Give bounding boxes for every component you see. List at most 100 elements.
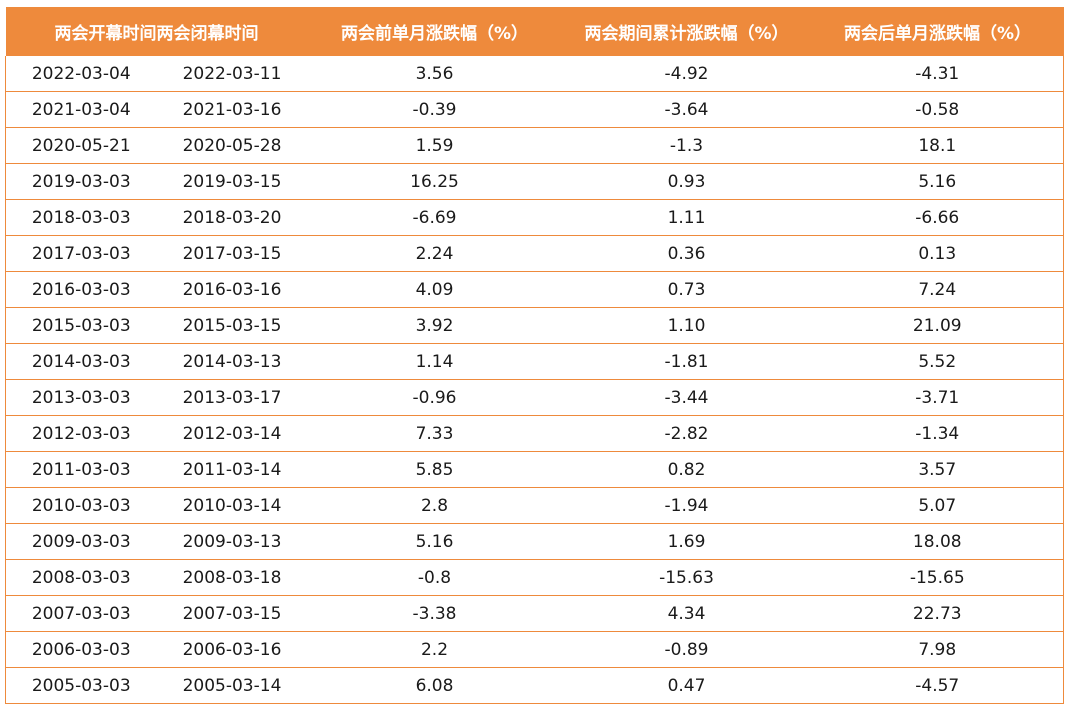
cell-post-month-change: 5.07 bbox=[811, 487, 1064, 524]
cell-post-month-change: -6.66 bbox=[811, 199, 1064, 236]
cell-during-cumulative-change: 0.47 bbox=[561, 667, 812, 704]
cell-during-cumulative-change: -4.92 bbox=[561, 56, 812, 92]
cell-during-cumulative-change: -15.63 bbox=[561, 559, 812, 596]
cell-post-month-change: 7.24 bbox=[811, 271, 1064, 308]
table-row: 2012-03-03 2012-03-14 7.33 -2.82 -1.34 bbox=[5, 415, 1064, 452]
cell-pre-month-change: 5.85 bbox=[307, 451, 562, 488]
header-close-date: 两会闭幕时间 bbox=[156, 7, 308, 56]
table-row: 2022-03-04 2022-03-11 3.56 -4.92 -4.31 bbox=[5, 56, 1064, 92]
cell-post-month-change: 3.57 bbox=[811, 451, 1064, 488]
header-row: 两会开幕时间 两会闭幕时间 两会前单月涨跌幅（%） 两会期间累计涨跌幅（%） 两… bbox=[5, 7, 1064, 56]
cell-during-cumulative-change: -3.64 bbox=[561, 91, 812, 128]
cell-open-date: 2006-03-03 bbox=[5, 631, 157, 668]
cell-close-date: 2012-03-14 bbox=[156, 415, 308, 452]
cell-pre-month-change: 4.09 bbox=[307, 271, 562, 308]
cell-post-month-change: -4.31 bbox=[811, 56, 1064, 92]
table-body: 2022-03-04 2022-03-11 3.56 -4.92 -4.31 2021-0… bbox=[5, 56, 1064, 704]
table-row: 2018-03-03 2018-03-20 -6.69 1.11 -6.66 bbox=[5, 199, 1064, 236]
cell-pre-month-change: 2.8 bbox=[307, 487, 562, 524]
table-header: 两会开幕时间 两会闭幕时间 两会前单月涨跌幅（%） 两会期间累计涨跌幅（%） 两… bbox=[5, 7, 1064, 56]
cell-open-date: 2021-03-04 bbox=[5, 91, 157, 128]
npc-cppcc-returns-table: 两会开幕时间 两会闭幕时间 两会前单月涨跌幅（%） 两会期间累计涨跌幅（%） 两… bbox=[5, 7, 1064, 704]
table-row: 2019-03-03 2019-03-15 16.25 0.93 5.16 bbox=[5, 163, 1064, 200]
cell-close-date: 2011-03-14 bbox=[156, 451, 308, 488]
cell-open-date: 2015-03-03 bbox=[5, 307, 157, 344]
cell-pre-month-change: -0.96 bbox=[307, 379, 562, 416]
cell-close-date: 2010-03-14 bbox=[156, 487, 308, 524]
table-row: 2005-03-03 2005-03-14 6.08 0.47 -4.57 bbox=[5, 667, 1064, 704]
cell-open-date: 2012-03-03 bbox=[5, 415, 157, 452]
cell-pre-month-change: -0.39 bbox=[307, 91, 562, 128]
table-row: 2020-05-21 2020-05-28 1.59 -1.3 18.1 bbox=[5, 127, 1064, 164]
cell-open-date: 2013-03-03 bbox=[5, 379, 157, 416]
cell-during-cumulative-change: 0.82 bbox=[561, 451, 812, 488]
cell-pre-month-change: -3.38 bbox=[307, 595, 562, 632]
cell-pre-month-change: 3.92 bbox=[307, 307, 562, 344]
header-pre-month-change: 两会前单月涨跌幅（%） bbox=[307, 7, 562, 56]
cell-open-date: 2016-03-03 bbox=[5, 271, 157, 308]
cell-during-cumulative-change: 0.93 bbox=[561, 163, 812, 200]
cell-close-date: 2018-03-20 bbox=[156, 199, 308, 236]
cell-close-date: 2006-03-16 bbox=[156, 631, 308, 668]
cell-close-date: 2014-03-13 bbox=[156, 343, 308, 380]
table-row: 2007-03-03 2007-03-15 -3.38 4.34 22.73 bbox=[5, 595, 1064, 632]
cell-open-date: 2019-03-03 bbox=[5, 163, 157, 200]
cell-open-date: 2005-03-03 bbox=[5, 667, 157, 704]
cell-close-date: 2013-03-17 bbox=[156, 379, 308, 416]
cell-post-month-change: -3.71 bbox=[811, 379, 1064, 416]
cell-open-date: 2008-03-03 bbox=[5, 559, 157, 596]
header-open-date: 两会开幕时间 bbox=[5, 7, 157, 56]
table-row: 2017-03-03 2017-03-15 2.24 0.36 0.13 bbox=[5, 235, 1064, 272]
cell-close-date: 2021-03-16 bbox=[156, 91, 308, 128]
cell-post-month-change: 18.1 bbox=[811, 127, 1064, 164]
table-row: 2011-03-03 2011-03-14 5.85 0.82 3.57 bbox=[5, 451, 1064, 488]
cell-close-date: 2016-03-16 bbox=[156, 271, 308, 308]
cell-post-month-change: 0.13 bbox=[811, 235, 1064, 272]
cell-open-date: 2017-03-03 bbox=[5, 235, 157, 272]
cell-post-month-change: 5.16 bbox=[811, 163, 1064, 200]
cell-pre-month-change: 1.59 bbox=[307, 127, 562, 164]
cell-during-cumulative-change: -0.89 bbox=[561, 631, 812, 668]
cell-close-date: 2005-03-14 bbox=[156, 667, 308, 704]
cell-pre-month-change: 1.14 bbox=[307, 343, 562, 380]
cell-during-cumulative-change: -1.81 bbox=[561, 343, 812, 380]
header-during-cumulative-change: 两会期间累计涨跌幅（%） bbox=[561, 7, 812, 56]
cell-during-cumulative-change: 1.69 bbox=[561, 523, 812, 560]
cell-close-date: 2019-03-15 bbox=[156, 163, 308, 200]
cell-open-date: 2020-05-21 bbox=[5, 127, 157, 164]
table-row: 2010-03-03 2010-03-14 2.8 -1.94 5.07 bbox=[5, 487, 1064, 524]
cell-post-month-change: 18.08 bbox=[811, 523, 1064, 560]
cell-post-month-change: -1.34 bbox=[811, 415, 1064, 452]
table-row: 2006-03-03 2006-03-16 2.2 -0.89 7.98 bbox=[5, 631, 1064, 668]
cell-during-cumulative-change: 1.11 bbox=[561, 199, 812, 236]
cell-open-date: 2022-03-04 bbox=[5, 56, 157, 92]
cell-open-date: 2009-03-03 bbox=[5, 523, 157, 560]
cell-close-date: 2009-03-13 bbox=[156, 523, 308, 560]
cell-open-date: 2014-03-03 bbox=[5, 343, 157, 380]
cell-close-date: 2008-03-18 bbox=[156, 559, 308, 596]
cell-close-date: 2007-03-15 bbox=[156, 595, 308, 632]
cell-during-cumulative-change: -3.44 bbox=[561, 379, 812, 416]
cell-pre-month-change: 6.08 bbox=[307, 667, 562, 704]
cell-pre-month-change: 16.25 bbox=[307, 163, 562, 200]
cell-close-date: 2020-05-28 bbox=[156, 127, 308, 164]
table-row: 2016-03-03 2016-03-16 4.09 0.73 7.24 bbox=[5, 271, 1064, 308]
table-row: 2008-03-03 2008-03-18 -0.8 -15.63 -15.65 bbox=[5, 559, 1064, 596]
cell-during-cumulative-change: -2.82 bbox=[561, 415, 812, 452]
cell-pre-month-change: 2.24 bbox=[307, 235, 562, 272]
cell-pre-month-change: 3.56 bbox=[307, 56, 562, 92]
data-table-container: 两会开幕时间 两会闭幕时间 两会前单月涨跌幅（%） 两会期间累计涨跌幅（%） 两… bbox=[5, 7, 1064, 704]
table-row: 2021-03-04 2021-03-16 -0.39 -3.64 -0.58 bbox=[5, 91, 1064, 128]
cell-post-month-change: 21.09 bbox=[811, 307, 1064, 344]
cell-pre-month-change: -0.8 bbox=[307, 559, 562, 596]
cell-during-cumulative-change: -1.94 bbox=[561, 487, 812, 524]
cell-post-month-change: -4.57 bbox=[811, 667, 1064, 704]
cell-during-cumulative-change: -1.3 bbox=[561, 127, 812, 164]
cell-open-date: 2018-03-03 bbox=[5, 199, 157, 236]
table-row: 2009-03-03 2009-03-13 5.16 1.69 18.08 bbox=[5, 523, 1064, 560]
header-post-month-change: 两会后单月涨跌幅（%） bbox=[811, 7, 1064, 56]
table-row: 2015-03-03 2015-03-15 3.92 1.10 21.09 bbox=[5, 307, 1064, 344]
cell-during-cumulative-change: 1.10 bbox=[561, 307, 812, 344]
cell-close-date: 2015-03-15 bbox=[156, 307, 308, 344]
cell-pre-month-change: 2.2 bbox=[307, 631, 562, 668]
